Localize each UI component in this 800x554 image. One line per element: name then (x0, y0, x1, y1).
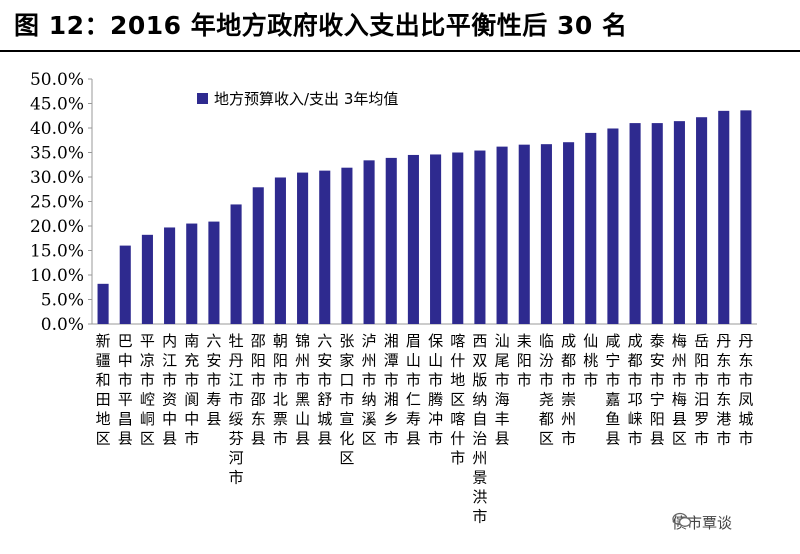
bar (385, 157, 397, 324)
y-tick-label: 10.0% (30, 266, 84, 286)
x-tick-label: 汕尾市海丰县 (495, 332, 510, 448)
x-tick-label: 仙桃市 (583, 332, 598, 389)
x-tick-label: 丹东市东港市 (716, 332, 731, 448)
bar (430, 154, 442, 324)
title-divider (0, 50, 800, 52)
bar (474, 150, 486, 324)
legend-label: 地方预算收入/支出 3年均值 (214, 90, 398, 108)
bar (673, 121, 685, 324)
wechat-icon (672, 512, 692, 527)
y-tick-label: 15.0% (30, 242, 84, 262)
x-tick-label: 临汾市尧都区 (539, 332, 554, 448)
bar (363, 160, 375, 324)
bar (186, 223, 198, 324)
x-tick-label: 喀什地区喀什市 (450, 332, 465, 467)
x-tick-label: 湘潭市湘乡市 (384, 332, 399, 448)
bar (164, 227, 176, 324)
bar (496, 146, 508, 324)
x-tick-label: 牡丹江市绥芬河市 (229, 332, 244, 487)
x-tick-label: 泰安市宁阳县 (650, 332, 665, 448)
bar (607, 128, 619, 324)
y-tick-label: 0.0% (41, 315, 84, 335)
x-tick-label: 朝阳市北票市 (273, 332, 288, 448)
y-tick-label: 25.0% (30, 193, 84, 213)
y-tick-label: 20.0% (30, 217, 84, 237)
bar (452, 152, 464, 324)
bar (97, 283, 109, 324)
x-tick-label: 西双版纳自治州景洪市 (472, 332, 487, 526)
bar (141, 234, 153, 324)
x-tick-label: 咸宁市嘉鱼县 (605, 332, 620, 448)
bar (341, 167, 353, 324)
x-tick-label: 耒阳市 (517, 332, 532, 389)
x-tick-label: 丹东市凤城市 (738, 332, 753, 448)
bar (407, 154, 419, 324)
x-tick-label: 成都市邛崃市 (628, 332, 643, 448)
x-tick-label: 眉山市仁寿县 (406, 332, 421, 448)
x-tick-label: 泸州市纳溪区 (362, 332, 377, 448)
y-tick-label: 5.0% (41, 291, 84, 311)
x-tick-label: 邵阳市邵东县 (251, 332, 266, 448)
x-tick-label: 张家口市宣化区 (339, 332, 354, 467)
bar (274, 177, 286, 324)
bar (740, 110, 752, 324)
y-tick-label: 45.0% (30, 95, 84, 115)
y-tick-label: 30.0% (30, 168, 84, 188)
bar (208, 221, 220, 324)
bar (252, 187, 264, 324)
x-tick-label: 六安市舒城县 (317, 332, 332, 448)
bar (230, 204, 242, 324)
bar (718, 110, 730, 324)
x-tick-label: 六安市寿县 (206, 332, 221, 428)
bar (563, 142, 575, 324)
page-title: 图 12：2016 年地方政府收入支出比平衡性后 30 名 (14, 11, 628, 40)
x-tick-label: 巴中市平昌县 (118, 332, 133, 448)
y-tick-label: 35.0% (30, 144, 84, 164)
bar (319, 170, 331, 324)
x-tick-label: 南充市阆中市 (184, 332, 199, 448)
bar (297, 172, 309, 324)
x-tick-label: 保山市腾冲市 (428, 332, 443, 448)
bar (540, 144, 552, 324)
y-tick-label: 40.0% (30, 119, 84, 139)
bar (629, 123, 641, 324)
x-tick-label: 内江市资中县 (162, 332, 177, 448)
x-tick-label: 梅州市梅县区 (672, 332, 687, 448)
y-tick-label: 50.0% (30, 70, 84, 90)
x-tick-label: 新疆和田地区 (96, 332, 111, 448)
x-tick-label: 成都市崇州市 (561, 332, 576, 448)
watermark: 债市覃谈 (672, 512, 732, 533)
x-tick-label: 平凉市崆峒区 (140, 332, 155, 448)
bar (585, 132, 597, 324)
bar (119, 245, 131, 324)
x-tick-label: 岳阳市汨罗市 (694, 332, 709, 448)
bar (696, 117, 708, 324)
bar (518, 144, 530, 324)
legend-swatch (197, 93, 208, 104)
bar (651, 123, 663, 324)
x-tick-label: 锦州市黑山县 (295, 332, 310, 448)
